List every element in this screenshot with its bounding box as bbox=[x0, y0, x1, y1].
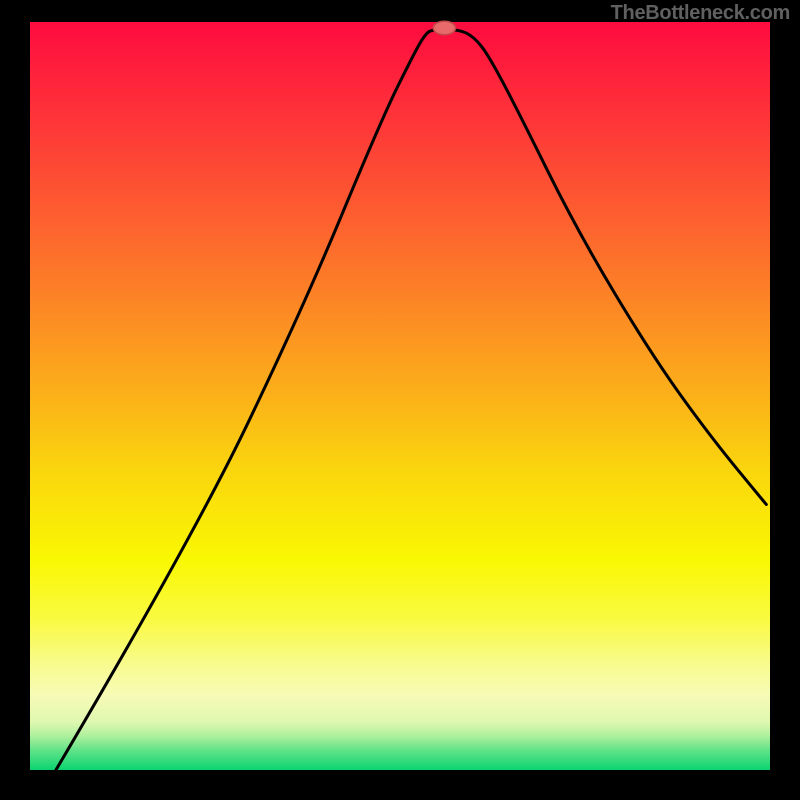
watermark-text: TheBottleneck.com bbox=[611, 2, 790, 25]
optimal-point-marker bbox=[433, 21, 455, 34]
plot-background-gradient bbox=[30, 22, 770, 770]
chart-canvas: TheBottleneck.com bbox=[0, 0, 800, 800]
bottleneck-curve-plot bbox=[0, 0, 800, 800]
